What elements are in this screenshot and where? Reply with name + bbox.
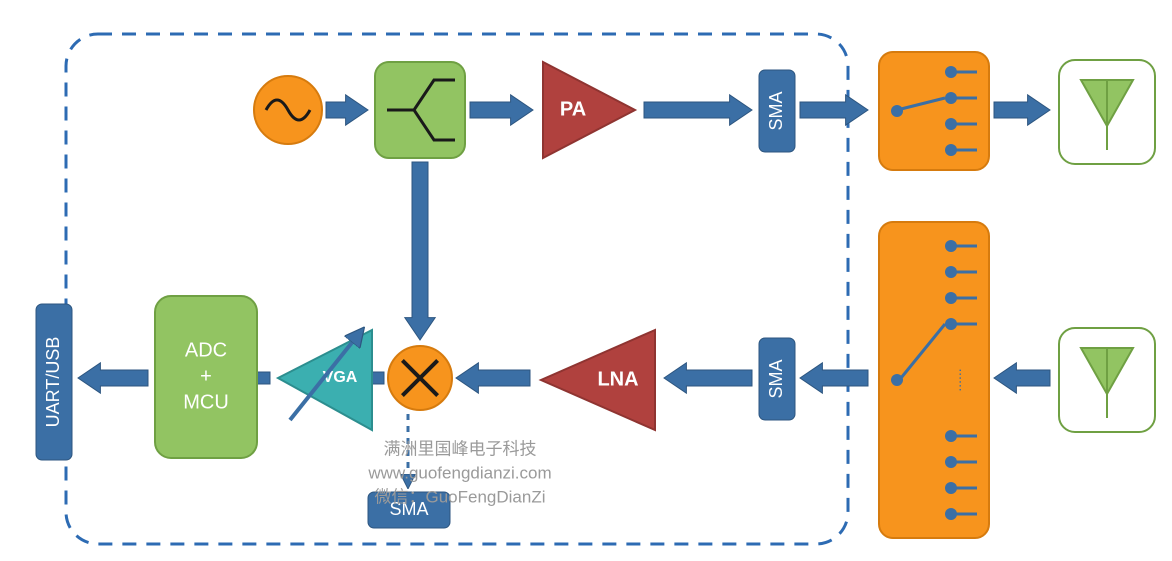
- adc-label: ADC: [185, 339, 227, 361]
- flow-arrow: [470, 95, 533, 125]
- flow-arrow: [326, 95, 368, 125]
- watermark-line1: 满洲里国峰电子科技: [384, 439, 537, 458]
- watermark-line3: 微信：GuoFengDianZi: [374, 487, 545, 506]
- uart-usb-label: UART/USB: [43, 337, 63, 428]
- pa-block: [543, 62, 635, 158]
- plus-label: +: [200, 365, 212, 387]
- watermark-line2: www.guofengdianzi.com: [367, 463, 551, 482]
- diagram-canvas: UART/USBSMASMASMAPALNAVGAADC+MCU......满洲…: [0, 0, 1172, 561]
- flow-arrow: [800, 363, 868, 393]
- flow-arrow: [994, 95, 1050, 125]
- flow-arrow: [405, 162, 435, 340]
- flow-arrow: [644, 95, 752, 125]
- sma-rx-label: SMA: [766, 359, 786, 398]
- flow-arrow: [456, 363, 530, 393]
- switch-pole: [891, 105, 903, 117]
- flow-arrow: [664, 363, 752, 393]
- flow-arrow: [800, 95, 868, 125]
- flow-arrow: [78, 363, 148, 393]
- mcu-label: MCU: [183, 391, 229, 413]
- ellipsis: ......: [956, 368, 972, 391]
- lna-block-label: LNA: [597, 368, 638, 390]
- pa-block-label: PA: [560, 98, 586, 120]
- flow-arrow: [994, 363, 1050, 393]
- sma-tx-label: SMA: [766, 91, 786, 130]
